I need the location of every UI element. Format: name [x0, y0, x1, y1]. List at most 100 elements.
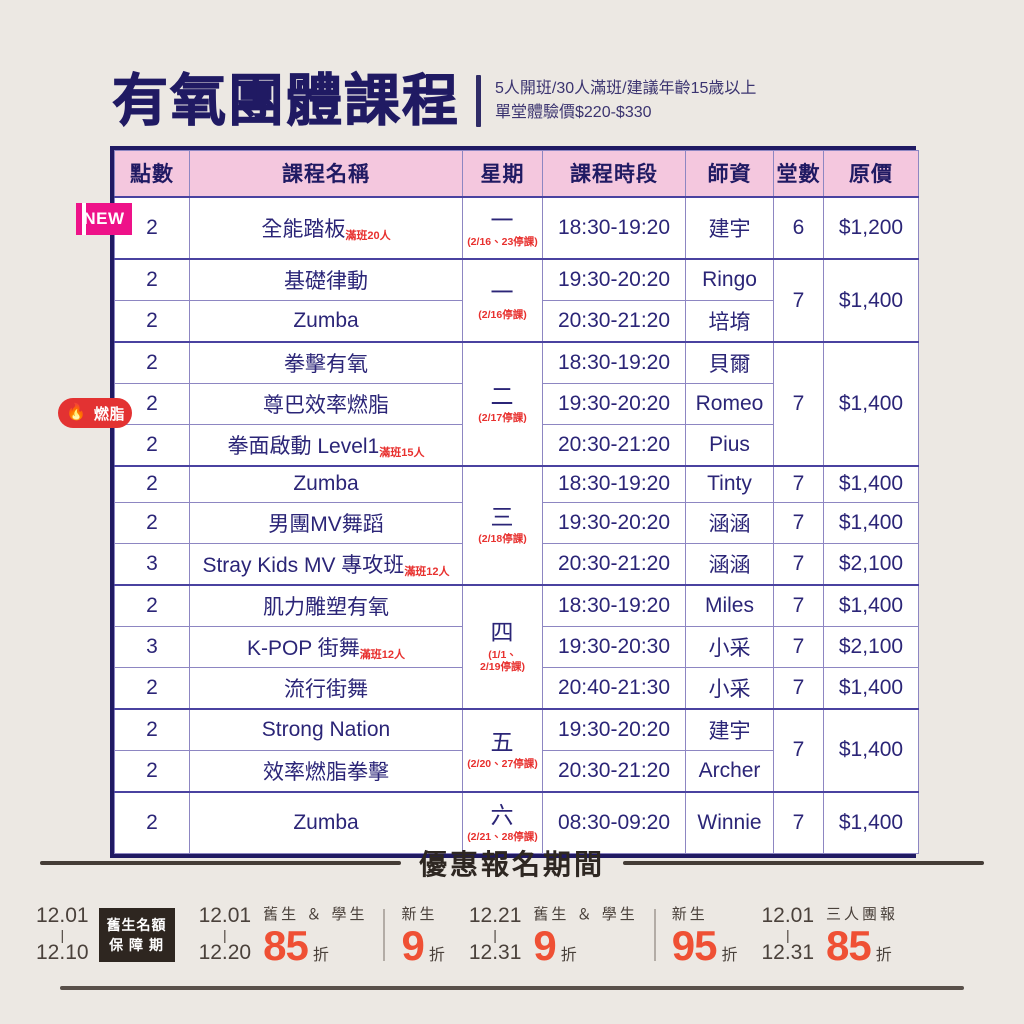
- cell-course-name: 尊巴效率燃脂: [189, 383, 463, 425]
- promo-date-from: 12.01: [198, 904, 252, 928]
- col-header-points: 點數: [114, 150, 190, 198]
- cell-time: 20:40-21:30: [542, 666, 686, 709]
- offer-value: 9 折: [401, 925, 444, 967]
- cell-time: 18:30-19:20: [542, 341, 686, 384]
- cell-day: 四 (1/1、 2/19停課): [462, 583, 543, 709]
- promo-date-to: 12.31: [761, 941, 815, 964]
- day-suspend-note: (2/18停課): [478, 533, 527, 546]
- cell-price: $1,400: [823, 341, 919, 467]
- table-row: 2 全能踏板滿班20人 一 (2/16、23停課) 18:30-19:20 建宇…: [114, 196, 919, 260]
- cell-time: 18:30-19:20: [542, 583, 686, 627]
- course-name-text: Stray Kids MV 專攻班: [202, 553, 405, 577]
- cell-price: $1,400: [823, 790, 919, 854]
- table-row: 2 肌力雕塑有氧 四 (1/1、 2/19停課) 18:30-19:20 Mil…: [114, 583, 919, 709]
- cell-course-name: Stray Kids MV 專攻班滿班12人: [189, 542, 463, 585]
- returning-student-quota-badge: 舊生名額 保 障 期: [98, 907, 175, 963]
- cell-price: $1,200: [823, 196, 919, 260]
- col-header-time: 課程時段: [542, 150, 686, 198]
- offer-label: 舊生 ＆ 學生: [263, 906, 368, 923]
- cell-count: 7: [773, 666, 824, 709]
- offer-value: 95 折: [672, 925, 738, 967]
- date-dash-icon: |: [60, 927, 65, 943]
- course-name-text: Strong Nation: [261, 717, 391, 741]
- cell-count: 7: [773, 258, 824, 343]
- table-row: 2 基礎律動 一 (2/16停課) 19:30-20:20 Ringo 7 $1…: [114, 258, 919, 343]
- cell-course-name: 男團MV舞蹈: [189, 501, 463, 544]
- cell-points: 2: [114, 501, 190, 544]
- day-label: 五: [490, 728, 515, 755]
- cell-course-name: 流行街舞: [189, 666, 463, 709]
- table-row: 2 效率燃脂拳擊 20:30-21:20 Archer: [114, 749, 919, 792]
- fat-burn-badge-label: 燃脂: [93, 405, 125, 423]
- course-capacity-note: 滿班20人: [345, 230, 391, 242]
- cell-points: 2: [114, 749, 190, 792]
- promo-offer: 新生 95 折: [672, 903, 738, 967]
- cell-teacher: Tinty: [685, 465, 774, 503]
- cell-teacher: 培堉: [685, 300, 774, 343]
- offer-divider: [383, 909, 386, 961]
- course-name-text: 效率燃脂拳擊: [263, 760, 389, 784]
- cell-price: $1,400: [823, 583, 919, 627]
- fat-burn-badge: 🔥 燃脂: [58, 398, 132, 428]
- cell-teacher: Ringo: [685, 258, 774, 301]
- cell-teacher: 建宇: [685, 196, 774, 260]
- course-name-text: Zumba: [293, 309, 359, 332]
- promo-block-4: 12.01 | 12.31 三人團報 85 折: [761, 903, 898, 967]
- promo-blocks: 12.01 | 12.10 舊生名額 保 障 期 12.01 | 12.20 舊…: [36, 896, 996, 974]
- promo-date-range: 12.01 | 12.20: [199, 905, 252, 964]
- course-capacity-note: 滿班12人: [359, 648, 406, 661]
- flame-icon: 🔥: [66, 404, 87, 421]
- col-header-count: 堂數: [773, 150, 824, 198]
- table-row: 2 拳面啟動 Level1滿班15人 20:30-21:20 Pius: [114, 424, 919, 467]
- cell-points: 2: [114, 424, 190, 467]
- cell-count: 7: [773, 542, 824, 585]
- cell-course-name: Zumba: [189, 465, 463, 503]
- promo-title: 優惠報名期間: [419, 850, 606, 881]
- promo-date-to: 12.10: [36, 941, 89, 964]
- dark-badge-line-1: 舊生名額: [106, 916, 167, 933]
- cell-count: 7: [773, 465, 824, 503]
- page-header: 有氧團體課程 5人開班/30人滿班/建議年齡15歲以上 單堂體驗價$220-$3…: [0, 62, 1024, 140]
- promo-date-range: 12.01 | 12.31: [761, 905, 814, 964]
- offer-label: 新生: [671, 906, 708, 923]
- cell-teacher: Archer: [685, 749, 774, 792]
- offer-number: 9: [401, 922, 424, 969]
- day-label: 二: [490, 382, 515, 409]
- cell-teacher: Miles: [685, 583, 774, 627]
- promo-block-1: 12.01 | 12.10 舊生名額 保 障 期: [36, 905, 175, 964]
- subtitle-line-2: 單堂體驗價$220-$330: [495, 104, 652, 121]
- col-header-name: 課程名稱: [189, 150, 463, 198]
- cell-course-name: 基礎律動: [189, 258, 463, 301]
- title-divider: [476, 75, 481, 127]
- cell-count: 6: [773, 196, 824, 260]
- cell-course-name: Zumba: [189, 300, 463, 343]
- cell-day: 六 (2/21、28停課): [462, 790, 543, 854]
- promo-date-from: 12.01: [761, 904, 815, 928]
- cell-time: 08:30-09:20: [542, 790, 686, 854]
- offer-number: 85: [826, 922, 872, 969]
- header-subtitle: 5人開班/30人滿班/建議年齡15歲以上 單堂體驗價$220-$330: [495, 79, 756, 123]
- day-suspend-note: (2/17停課): [478, 412, 527, 425]
- cell-day: 二 (2/17停課): [462, 341, 543, 467]
- promo-date-to: 12.31: [468, 941, 522, 964]
- course-name-text: K-POP 街舞: [246, 636, 360, 660]
- table-row: 2 尊巴效率燃脂 19:30-20:20 Romeo: [114, 383, 919, 425]
- cell-time: 20:30-21:20: [542, 300, 686, 343]
- offer-value: 85 折: [263, 925, 367, 967]
- course-name-text: 拳擊有氧: [284, 353, 368, 376]
- cell-course-name: 拳面啟動 Level1滿班15人: [189, 424, 463, 467]
- cell-teacher: 小采: [685, 666, 774, 709]
- day-suspend-note: (2/20、27停課): [467, 758, 538, 771]
- day-label: 三: [490, 504, 515, 531]
- cell-day: 一 (2/16停課): [462, 258, 543, 343]
- cell-price: $1,400: [823, 501, 919, 544]
- cell-price: $2,100: [823, 542, 919, 585]
- cell-course-name: 拳擊有氧: [189, 341, 463, 384]
- offer-value: 85 折: [826, 925, 898, 967]
- col-header-price: 原價: [823, 150, 919, 198]
- cell-points: 2: [114, 583, 190, 627]
- cell-points: 2: [114, 341, 190, 384]
- promo-block-3: 12.21 | 12.31 舊生 ＆ 學生 9 折 新生 95 折: [469, 903, 738, 967]
- dark-badge-line-2: 保 障 期: [109, 937, 164, 953]
- offer-divider: [653, 909, 656, 961]
